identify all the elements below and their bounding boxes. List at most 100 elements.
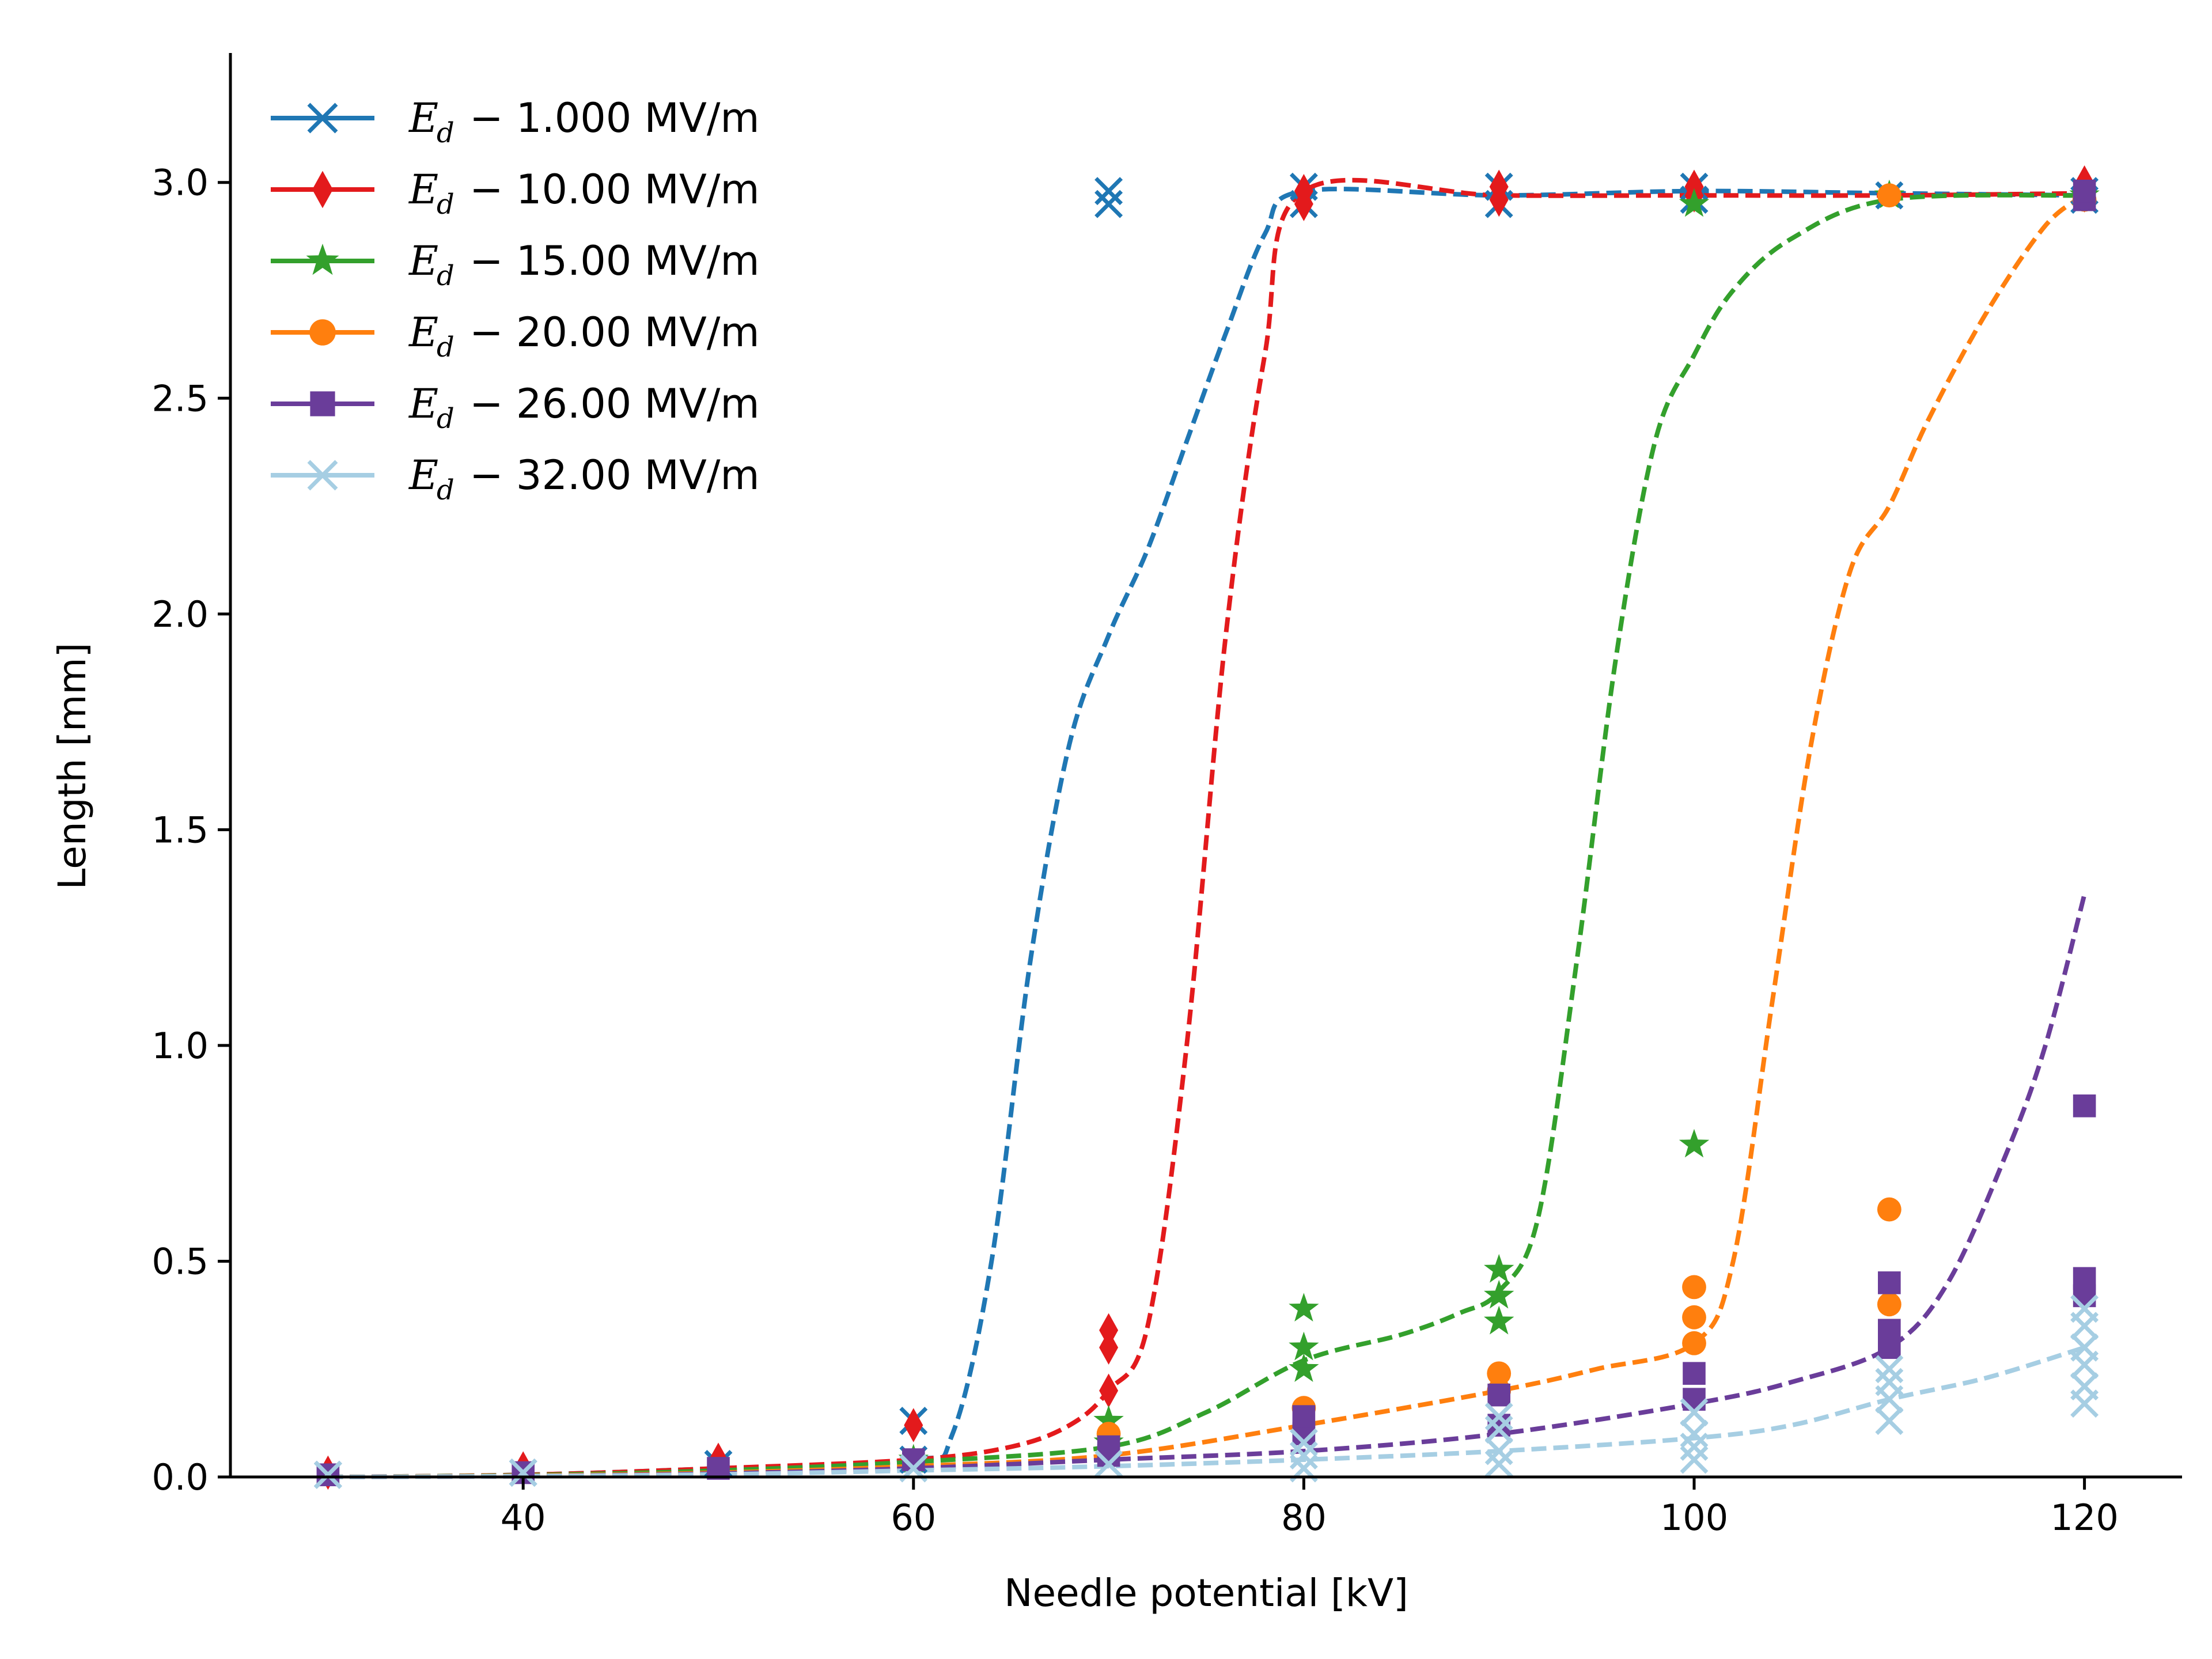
data-point-26-00-mv-m-13 <box>1878 1319 1901 1342</box>
data-point-15-00-mv-m-7 <box>1484 1279 1514 1309</box>
data-point-15-00-mv-m-3 <box>1289 1353 1319 1382</box>
data-point-26-00-mv-m-19 <box>2073 179 2096 203</box>
data-point-32-00-mv-m-10 <box>1484 1402 1513 1431</box>
data-point-32-00-mv-m-5 <box>1289 1441 1318 1470</box>
legend-symbol: E <box>408 452 438 499</box>
data-point-26-00-mv-m-16 <box>2073 1267 2096 1290</box>
fit-curve-32-00-mv-m <box>328 1345 2085 1479</box>
y-tick-label-3: 3.0 <box>151 162 209 204</box>
data-point-10-00-mv-m-6 <box>1099 1313 1119 1348</box>
axes <box>229 53 2182 1479</box>
data-point-10-00-mv-m-3 <box>904 1408 923 1442</box>
data-point-32-00-mv-m-1 <box>509 1459 537 1487</box>
data-point-32-00-mv-m-24 <box>2070 1294 2099 1323</box>
legend-subscript: d <box>437 403 454 435</box>
data-point-15-00-mv-m-6 <box>1484 1305 1514 1335</box>
legend-marker <box>306 244 339 275</box>
data-point-20-00-mv-m-7 <box>1877 1292 1902 1317</box>
legend-subscript: d <box>437 260 454 292</box>
legend-marker <box>309 319 336 346</box>
legend-item-15-00-mv-m: Ed − 15.00 MV/m <box>271 237 760 292</box>
data-point-32-00-mv-m-22 <box>2070 1333 2099 1362</box>
fit-curve-26-00-mv-m <box>328 893 2087 1479</box>
data-point-20-00-mv-m-4 <box>1682 1331 1706 1355</box>
y-tick-label-0.5: 0.5 <box>151 1240 209 1282</box>
legend-label: − 32.00 MV/m <box>469 452 760 499</box>
x-ticks: 40 60 80 100 120 <box>501 1477 2119 1539</box>
y-tick-label-1.5: 1.5 <box>151 809 209 851</box>
data-point-32-00-mv-m-15 <box>1875 1407 1904 1435</box>
data-point-32-00-mv-m-8 <box>1484 1437 1513 1465</box>
legend-item-26-00-mv-m: Ed − 26.00 MV/m <box>271 380 760 435</box>
data-point-26-00-mv-m-14 <box>1878 1271 1901 1294</box>
data-point-1-000-mv-m-5 <box>1094 190 1123 218</box>
y-ticks: 0.0 0.5 1.0 1.5 2.0 2.5 3.0 <box>151 162 230 1498</box>
data-point-10-00-mv-m-4 <box>1099 1373 1119 1408</box>
data-point-10-00-mv-m-12 <box>1684 169 1704 204</box>
data-point-26-00-mv-m-11 <box>1683 1362 1706 1385</box>
data-point-32-00-mv-m-13 <box>1680 1419 1709 1448</box>
legend-symbol: E <box>408 166 438 213</box>
data-point-10-00-mv-m-10 <box>1489 169 1509 204</box>
data-point-32-00-mv-m-12 <box>1680 1433 1709 1461</box>
data-point-26-00-mv-m-10 <box>1683 1388 1706 1411</box>
data-point-32-00-mv-m-6 <box>1289 1428 1318 1457</box>
data-point-32-00-mv-m-0 <box>313 1460 342 1489</box>
data-point-32-00-mv-m-20 <box>2070 1372 2099 1401</box>
data-point-32-00-mv-m-11 <box>1680 1445 1709 1474</box>
data-point-32-00-mv-m-7 <box>1484 1450 1513 1479</box>
y-tick-label-1: 1.0 <box>151 1025 209 1067</box>
data-point-15-00-mv-m-10 <box>1679 188 1710 217</box>
legend-marker <box>312 171 333 209</box>
legend-subscript: d <box>437 474 454 506</box>
data-point-32-00-mv-m-18 <box>1875 1355 1904 1384</box>
data-point-10-00-mv-m-5 <box>1099 1330 1119 1365</box>
data-points <box>313 165 2100 1490</box>
legend-label: − 26.00 MV/m <box>469 380 760 427</box>
legend-label: − 15.00 MV/m <box>469 237 760 285</box>
legend-symbol: E <box>408 237 438 285</box>
x-axis-label: Needle potential [kV] <box>1004 1571 1408 1615</box>
legend-item-1-000-mv-m: Ed − 1.000 MV/m <box>271 94 760 149</box>
legend-label: − 20.00 MV/m <box>469 309 760 356</box>
data-point-26-00-mv-m-17 <box>2073 1094 2096 1118</box>
data-point-20-00-mv-m-6 <box>1682 1275 1706 1300</box>
fit-curve-15-00-mv-m <box>328 192 2085 1479</box>
x-tick-label-80: 80 <box>1281 1497 1327 1539</box>
legend-symbol: E <box>408 380 438 427</box>
fit-curves <box>328 177 2087 1479</box>
legend-subscript: d <box>437 117 454 149</box>
fit-curve-10-00-mv-m <box>328 177 2085 1479</box>
data-point-15-00-mv-m-5 <box>1289 1293 1319 1322</box>
data-point-15-00-mv-m-4 <box>1289 1331 1319 1361</box>
y-tick-label-2.5: 2.5 <box>151 377 209 419</box>
data-point-1-000-mv-m-6 <box>1094 177 1123 206</box>
legend-symbol: E <box>408 309 438 356</box>
data-point-32-00-mv-m-17 <box>1875 1368 1904 1396</box>
data-point-26-00-mv-m-7 <box>1292 1405 1316 1428</box>
legend-item-10-00-mv-m: Ed − 10.00 MV/m <box>271 166 760 221</box>
legend-marker <box>307 103 338 134</box>
data-point-20-00-mv-m-5 <box>1682 1305 1706 1330</box>
x-tick-label-40: 40 <box>501 1497 546 1539</box>
y-tick-label-2: 2.0 <box>151 593 209 635</box>
data-point-15-00-mv-m-2 <box>1093 1405 1124 1434</box>
data-point-32-00-mv-m-9 <box>1484 1415 1513 1444</box>
legend-marker <box>307 460 338 491</box>
data-point-32-00-mv-m-3 <box>1094 1450 1123 1479</box>
x-tick-label-60: 60 <box>891 1497 936 1539</box>
legend-subscript: d <box>437 188 454 221</box>
y-tick-label-0: 0.0 <box>151 1456 209 1498</box>
legend-label: − 10.00 MV/m <box>469 166 760 213</box>
legend-subscript: d <box>437 331 454 363</box>
legend-marker <box>310 391 335 416</box>
data-point-32-00-mv-m-14 <box>1680 1398 1709 1427</box>
x-tick-label-100: 100 <box>1660 1497 1728 1539</box>
data-point-15-00-mv-m-9 <box>1679 1128 1710 1158</box>
data-point-10-00-mv-m-8 <box>1294 174 1313 209</box>
data-point-20-00-mv-m-3 <box>1487 1361 1512 1386</box>
legend: Ed − 1.000 MV/m Ed − 10.00 MV/m Ed − 15.00 MV… <box>271 94 760 506</box>
legend-item-20-00-mv-m: Ed − 20.00 MV/m <box>271 309 760 363</box>
data-point-26-00-mv-m-9 <box>1487 1383 1510 1407</box>
